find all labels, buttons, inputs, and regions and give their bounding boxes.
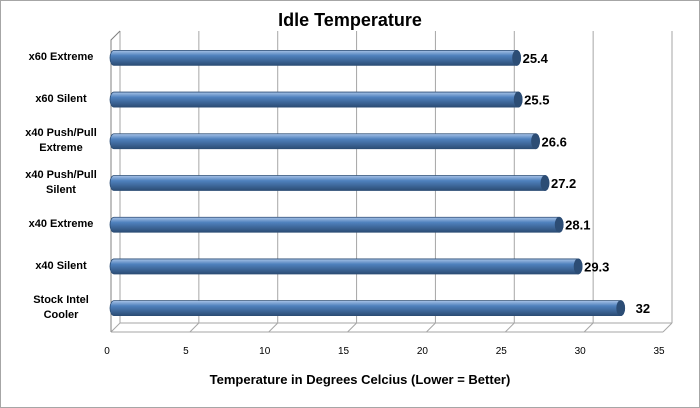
x-tick-label: 15 [338,346,350,357]
y-category-label: x40 Push/Pull Extreme [25,127,97,155]
y-axis-wall [110,30,121,332]
bar [109,216,564,233]
floor-gridline [110,322,121,333]
bar-value-label: 27.2 [551,176,576,191]
bar-value-label: 26.6 [542,134,567,149]
bar [109,175,550,191]
bar [109,49,521,66]
bar-value-label: 25.5 [524,93,549,108]
floor-gridline [426,322,436,333]
x-tick-label: 5 [183,346,189,357]
floor-gridline [504,322,515,333]
floor-gridline [189,322,200,333]
x-axis-title: Temperature in Degrees Celcius (Lower = … [209,372,511,387]
chart-title: Idle Temperature [278,10,422,30]
y-category-label: x40 Push/Pull Silent [25,169,97,196]
floor-gridline [268,322,279,333]
bar-value-label: 28.1 [565,218,590,233]
y-category-label: x60 Silent [35,93,87,106]
floor-gridline [347,322,357,333]
x-tick-label: 35 [653,346,665,357]
bar [109,300,626,317]
x-tick-label: 20 [417,346,429,357]
floor-gridline [583,322,594,333]
x-tick-label: 25 [496,346,508,357]
floor-gridline [662,322,673,333]
bar [109,133,540,150]
y-category-label: x60 Extreme [28,51,94,64]
bar-value-label: 32 [636,301,650,316]
y-category-label: x40 Silent [35,259,87,272]
y-category-label: x40 Extreme [28,218,94,231]
bar-value-label: 29.3 [584,259,609,274]
bar [109,258,583,275]
bar-value-label: 25.4 [523,51,549,66]
y-category-label: Stock Intel Cooler [33,294,89,322]
x-tick-label: 0 [104,346,110,357]
x-tick-label: 10 [259,346,271,357]
bar [109,91,523,108]
x-tick-label: 30 [575,346,587,357]
